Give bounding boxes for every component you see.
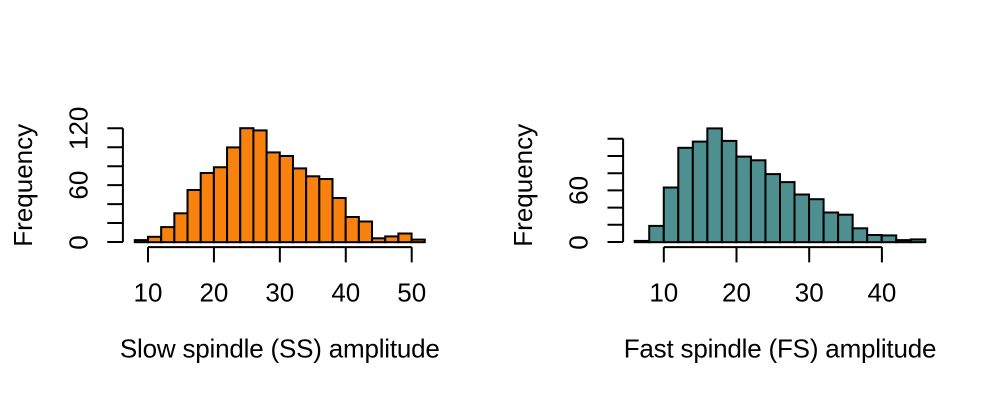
svg-text:0: 0 — [64, 235, 94, 249]
svg-text:Slow spindle (SS) amplitude: Slow spindle (SS) amplitude — [120, 333, 440, 363]
svg-text:Frequency: Frequency — [508, 124, 538, 247]
svg-text:10: 10 — [134, 277, 163, 307]
svg-text:120: 120 — [64, 107, 94, 150]
svg-text:20: 20 — [722, 277, 751, 307]
svg-text:60: 60 — [564, 176, 594, 205]
svg-text:40: 40 — [867, 277, 896, 307]
svg-text:30: 30 — [795, 277, 824, 307]
svg-text:30: 30 — [265, 277, 294, 307]
svg-text:Frequency: Frequency — [8, 124, 38, 247]
svg-text:Fast spindle (FS) amplitude: Fast spindle (FS) amplitude — [624, 333, 937, 363]
svg-text:50: 50 — [397, 277, 426, 307]
svg-text:0: 0 — [564, 235, 594, 249]
svg-text:20: 20 — [199, 277, 228, 307]
svg-text:60: 60 — [64, 171, 94, 200]
svg-text:40: 40 — [331, 277, 360, 307]
svg-text:10: 10 — [649, 277, 678, 307]
